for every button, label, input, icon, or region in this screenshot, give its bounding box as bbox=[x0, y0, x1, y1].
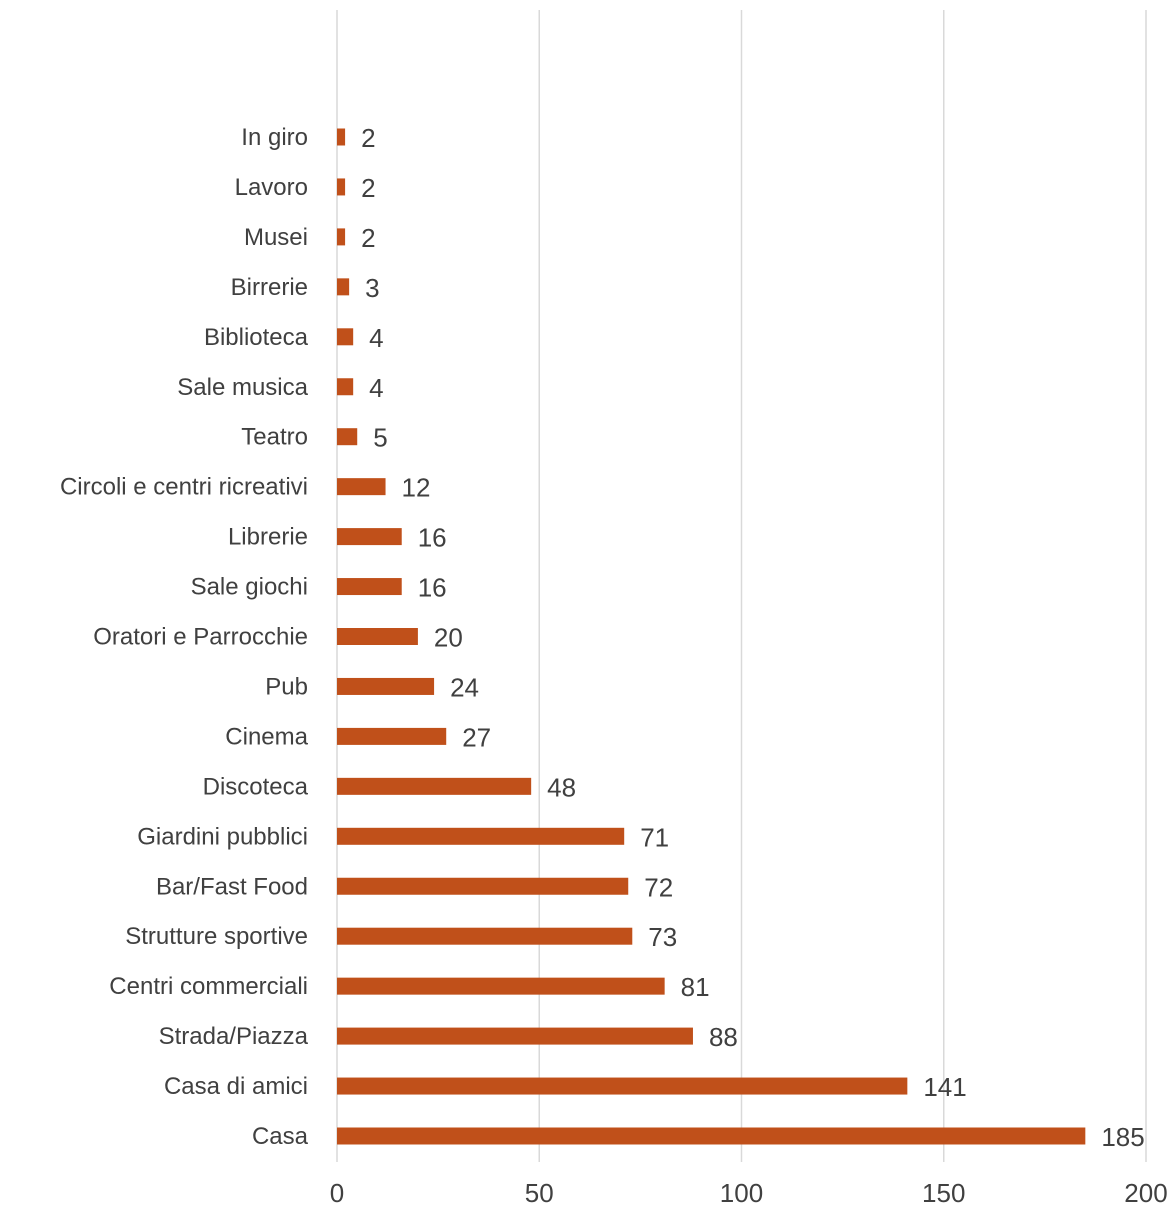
data-label: 12 bbox=[402, 473, 431, 503]
data-label: 20 bbox=[434, 623, 463, 653]
data-label: 2 bbox=[361, 223, 375, 253]
bar bbox=[337, 328, 354, 346]
x-tick-label: 200 bbox=[1124, 1178, 1167, 1208]
bar bbox=[337, 827, 625, 845]
category-label: Bar/Fast Food bbox=[156, 873, 308, 900]
data-label: 16 bbox=[418, 523, 447, 553]
bar bbox=[337, 428, 358, 446]
category-label: Casa di amici bbox=[164, 1073, 308, 1100]
data-label: 48 bbox=[547, 772, 576, 802]
data-label: 71 bbox=[640, 822, 669, 852]
data-label: 73 bbox=[648, 922, 677, 952]
category-label: Discoteca bbox=[203, 773, 309, 800]
x-tick-label: 50 bbox=[525, 1178, 554, 1208]
bar bbox=[337, 877, 629, 895]
bar bbox=[337, 927, 633, 945]
data-label: 81 bbox=[681, 972, 710, 1002]
bar bbox=[337, 977, 665, 995]
x-tick-label: 0 bbox=[330, 1178, 344, 1208]
category-label: Circoli e centri ricreativi bbox=[60, 474, 308, 501]
bar bbox=[337, 178, 346, 196]
category-label: Oratori e Parrocchie bbox=[93, 624, 308, 651]
category-label: Casa bbox=[252, 1123, 309, 1150]
data-label: 27 bbox=[462, 722, 491, 752]
category-label: Cinema bbox=[225, 723, 308, 750]
category-labels: In giro Lavoro Musei Birrerie Biblioteca Sale… bbox=[60, 124, 309, 1150]
data-label: 141 bbox=[923, 1072, 966, 1102]
data-label: 4 bbox=[369, 373, 383, 403]
category-label: Strutture sportive bbox=[125, 923, 308, 950]
gridlines bbox=[336, 10, 1147, 1162]
data-label: 4 bbox=[369, 323, 383, 353]
data-label: 72 bbox=[644, 872, 673, 902]
data-label: 2 bbox=[361, 123, 375, 153]
category-label: Sale musica bbox=[177, 374, 308, 401]
bar bbox=[337, 478, 386, 496]
bars bbox=[337, 128, 1086, 1145]
category-label: Centri commerciali bbox=[109, 973, 308, 1000]
category-label: Librerie bbox=[228, 524, 308, 551]
bar bbox=[337, 128, 346, 146]
x-axis-tick-labels: 0 50 100 150 200 bbox=[330, 1178, 1168, 1208]
category-label: Musei bbox=[244, 224, 308, 251]
data-label: 185 bbox=[1101, 1122, 1144, 1152]
bar bbox=[337, 1127, 1086, 1145]
category-label: Pub bbox=[265, 673, 308, 700]
data-label: 24 bbox=[450, 672, 479, 702]
category-label: Biblioteca bbox=[204, 324, 309, 351]
bar bbox=[337, 1027, 693, 1045]
bar bbox=[337, 378, 354, 396]
data-label: 2 bbox=[361, 173, 375, 203]
category-label: Giardini pubblici bbox=[137, 823, 308, 850]
category-label: Strada/Piazza bbox=[159, 1023, 309, 1050]
data-label: 3 bbox=[365, 273, 379, 303]
bar bbox=[337, 228, 346, 246]
category-label: Teatro bbox=[241, 424, 308, 451]
data-label: 16 bbox=[418, 573, 447, 603]
category-label: Birrerie bbox=[231, 274, 308, 301]
bar bbox=[337, 528, 402, 546]
bar bbox=[337, 578, 402, 596]
category-label: Lavoro bbox=[235, 174, 308, 201]
x-tick-label: 100 bbox=[720, 1178, 763, 1208]
category-label: Sale giochi bbox=[191, 574, 308, 601]
bar bbox=[337, 777, 532, 795]
data-label: 5 bbox=[373, 423, 387, 453]
bar bbox=[337, 278, 350, 296]
bar bbox=[337, 727, 447, 745]
x-tick-label: 150 bbox=[922, 1178, 965, 1208]
bar bbox=[337, 1077, 908, 1095]
category-label: In giro bbox=[241, 124, 308, 151]
data-label: 88 bbox=[709, 1022, 738, 1052]
bar bbox=[337, 677, 435, 695]
bar bbox=[337, 628, 418, 645]
